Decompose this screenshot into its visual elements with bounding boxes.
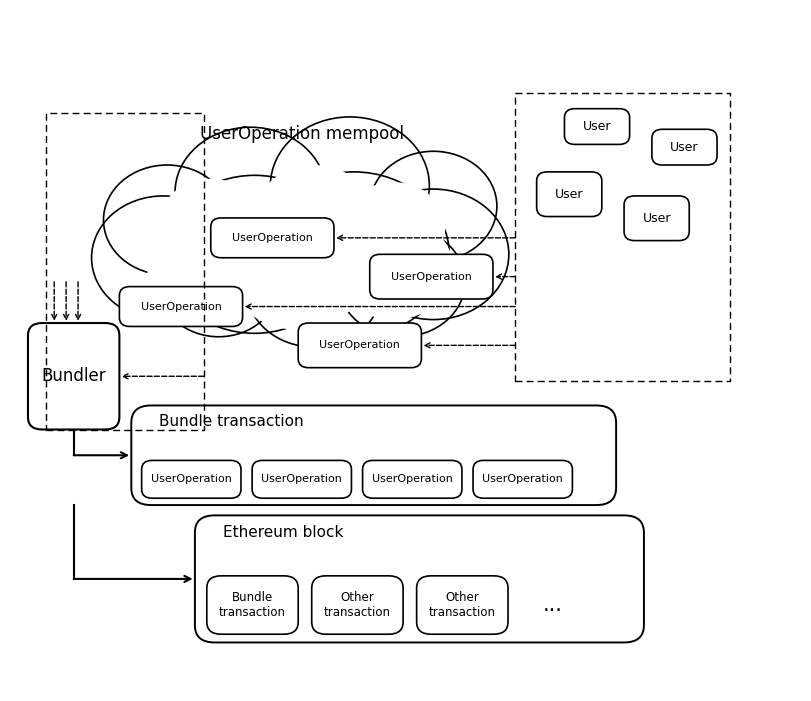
Text: ...: ... <box>543 594 563 615</box>
Circle shape <box>342 182 445 271</box>
Circle shape <box>255 165 374 268</box>
FancyBboxPatch shape <box>195 515 644 642</box>
Circle shape <box>148 220 259 316</box>
Circle shape <box>92 196 234 320</box>
Circle shape <box>358 189 508 320</box>
Text: UserOperation: UserOperation <box>232 233 313 243</box>
FancyBboxPatch shape <box>537 172 602 217</box>
FancyBboxPatch shape <box>207 576 298 634</box>
Text: UserOperation: UserOperation <box>320 341 401 350</box>
Text: Ethereum block: Ethereum block <box>223 525 343 540</box>
Text: User: User <box>670 141 699 154</box>
Circle shape <box>104 165 230 275</box>
FancyBboxPatch shape <box>624 196 689 240</box>
Text: Other
transaction: Other transaction <box>429 591 496 619</box>
FancyBboxPatch shape <box>131 405 616 505</box>
FancyBboxPatch shape <box>211 218 334 258</box>
Circle shape <box>338 227 466 336</box>
Circle shape <box>159 179 263 268</box>
Text: UserOperation: UserOperation <box>140 301 221 311</box>
FancyBboxPatch shape <box>298 323 422 367</box>
Circle shape <box>370 151 497 261</box>
Text: User: User <box>555 188 583 200</box>
Text: User: User <box>642 212 671 225</box>
FancyBboxPatch shape <box>652 129 717 165</box>
Circle shape <box>259 172 449 336</box>
Text: UserOperation: UserOperation <box>371 475 453 484</box>
FancyBboxPatch shape <box>142 461 241 498</box>
FancyBboxPatch shape <box>370 254 493 299</box>
FancyBboxPatch shape <box>564 109 629 144</box>
Text: Bundle
transaction: Bundle transaction <box>219 591 286 619</box>
Text: UserOperation mempool: UserOperation mempool <box>200 125 404 143</box>
Circle shape <box>159 233 278 336</box>
Circle shape <box>227 206 370 330</box>
FancyBboxPatch shape <box>311 576 403 634</box>
Text: UserOperation: UserOperation <box>483 475 563 484</box>
Text: Other
transaction: Other transaction <box>324 591 391 619</box>
FancyBboxPatch shape <box>417 576 508 634</box>
Text: Bundler: Bundler <box>41 367 106 386</box>
Text: UserOperation: UserOperation <box>261 475 342 484</box>
FancyBboxPatch shape <box>119 287 242 327</box>
FancyBboxPatch shape <box>363 461 462 498</box>
Circle shape <box>247 230 382 347</box>
FancyBboxPatch shape <box>252 461 351 498</box>
Text: Bundle transaction: Bundle transaction <box>159 414 304 429</box>
Text: User: User <box>583 120 611 133</box>
FancyBboxPatch shape <box>28 323 119 430</box>
Circle shape <box>334 217 453 320</box>
Circle shape <box>175 128 326 258</box>
Text: UserOperation: UserOperation <box>391 272 472 282</box>
Text: UserOperation: UserOperation <box>151 475 232 484</box>
Circle shape <box>163 175 345 333</box>
FancyBboxPatch shape <box>473 461 573 498</box>
Circle shape <box>270 117 429 254</box>
